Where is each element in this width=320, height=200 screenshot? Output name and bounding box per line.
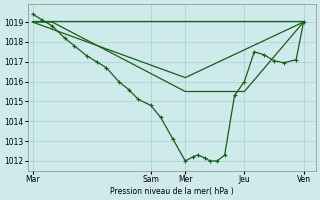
X-axis label: Pression niveau de la mer( hPa ): Pression niveau de la mer( hPa ) (110, 187, 234, 196)
